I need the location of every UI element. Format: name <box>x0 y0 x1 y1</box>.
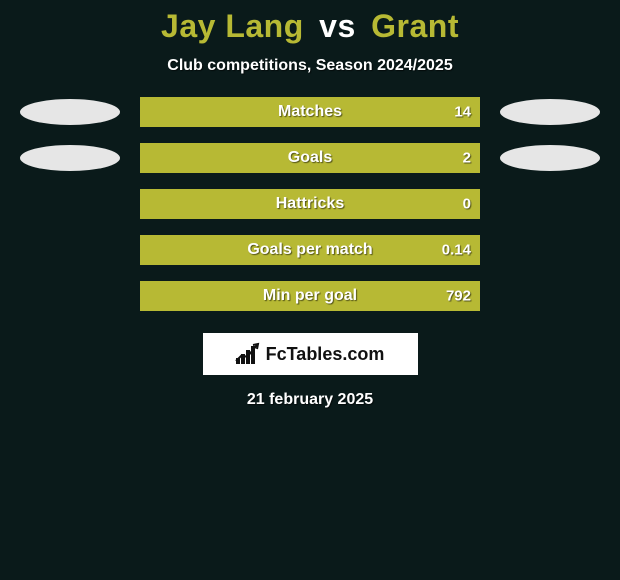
brand-text: FcTables.com <box>266 344 385 365</box>
brand-box: FcTables.com <box>203 333 418 375</box>
left-oval <box>20 99 120 125</box>
stat-rows: Matches14 Goals2 Hattricks0 Goals per match… <box>0 97 620 311</box>
stat-row: Goals2 <box>0 143 620 173</box>
stat-bar-fill <box>141 190 479 218</box>
stat-bar-fill <box>141 144 479 172</box>
left-oval <box>20 145 120 171</box>
page-title: Jay Lang vs Grant <box>0 8 620 45</box>
title-player2: Grant <box>371 8 459 44</box>
stat-row: Min per goal792 <box>0 281 620 311</box>
right-oval <box>500 99 600 125</box>
stat-bar: Goals per match0.14 <box>140 235 480 265</box>
stat-bar-fill <box>141 236 479 264</box>
date-text: 21 february 2025 <box>0 391 620 409</box>
title-vs: vs <box>319 8 356 44</box>
stat-bar-fill <box>141 98 479 126</box>
stat-row: Matches14 <box>0 97 620 127</box>
stat-bar: Min per goal792 <box>140 281 480 311</box>
stat-bar: Matches14 <box>140 97 480 127</box>
stat-bar: Goals2 <box>140 143 480 173</box>
stat-bar: Hattricks0 <box>140 189 480 219</box>
brand-chart-icon <box>236 344 260 364</box>
stat-bar-fill <box>141 282 479 310</box>
stat-row: Hattricks0 <box>0 189 620 219</box>
stat-row: Goals per match0.14 <box>0 235 620 265</box>
comparison-infographic: Jay Lang vs Grant Club competitions, Sea… <box>0 0 620 580</box>
title-player1: Jay Lang <box>161 8 304 44</box>
subtitle: Club competitions, Season 2024/2025 <box>0 57 620 75</box>
right-oval <box>500 145 600 171</box>
